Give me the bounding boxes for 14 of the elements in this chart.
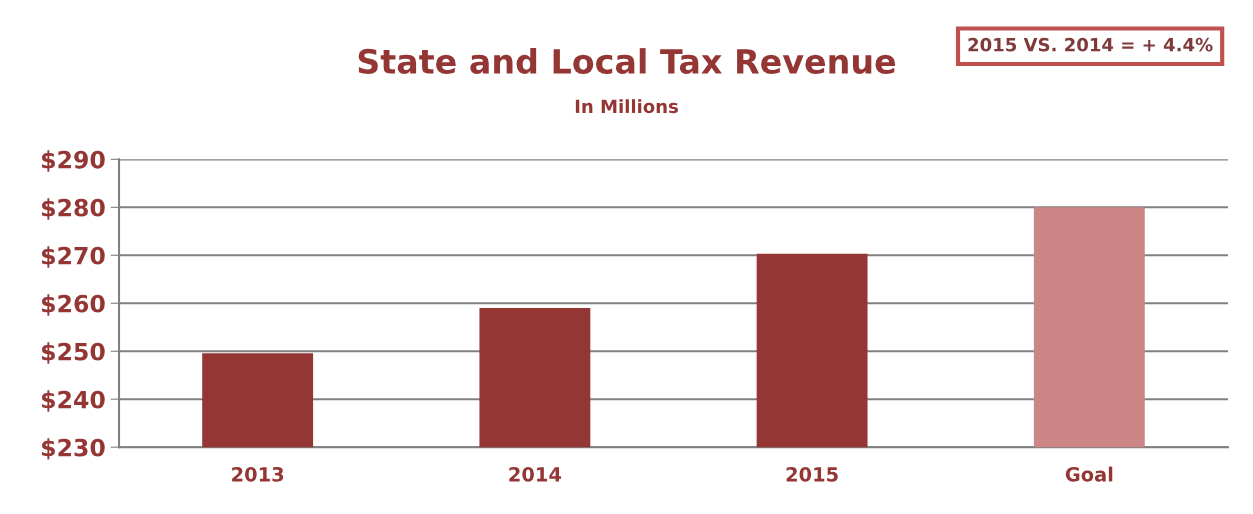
chart-subtitle: In Millions [575, 99, 678, 114]
x-tick-label: 2015 [786, 466, 838, 482]
y-tick-label: $290 [41, 150, 105, 172]
y-tick-label: $240 [41, 390, 105, 412]
x-tick-label: 2014 [509, 466, 562, 482]
y-tick-label: $280 [41, 198, 105, 220]
y-tick-label: $230 [41, 438, 105, 460]
x-tick-label: 2013 [232, 466, 284, 482]
chart-title: State and Local Tax Revenue [358, 48, 896, 74]
y-tick-label: $260 [41, 294, 105, 316]
y-tick-label: $250 [41, 342, 105, 364]
x-tick-label: Goal [1065, 466, 1113, 482]
text: 2015 VS. 2014 = + 4.4% [968, 37, 1213, 52]
y-tick-label: $270 [41, 246, 105, 268]
